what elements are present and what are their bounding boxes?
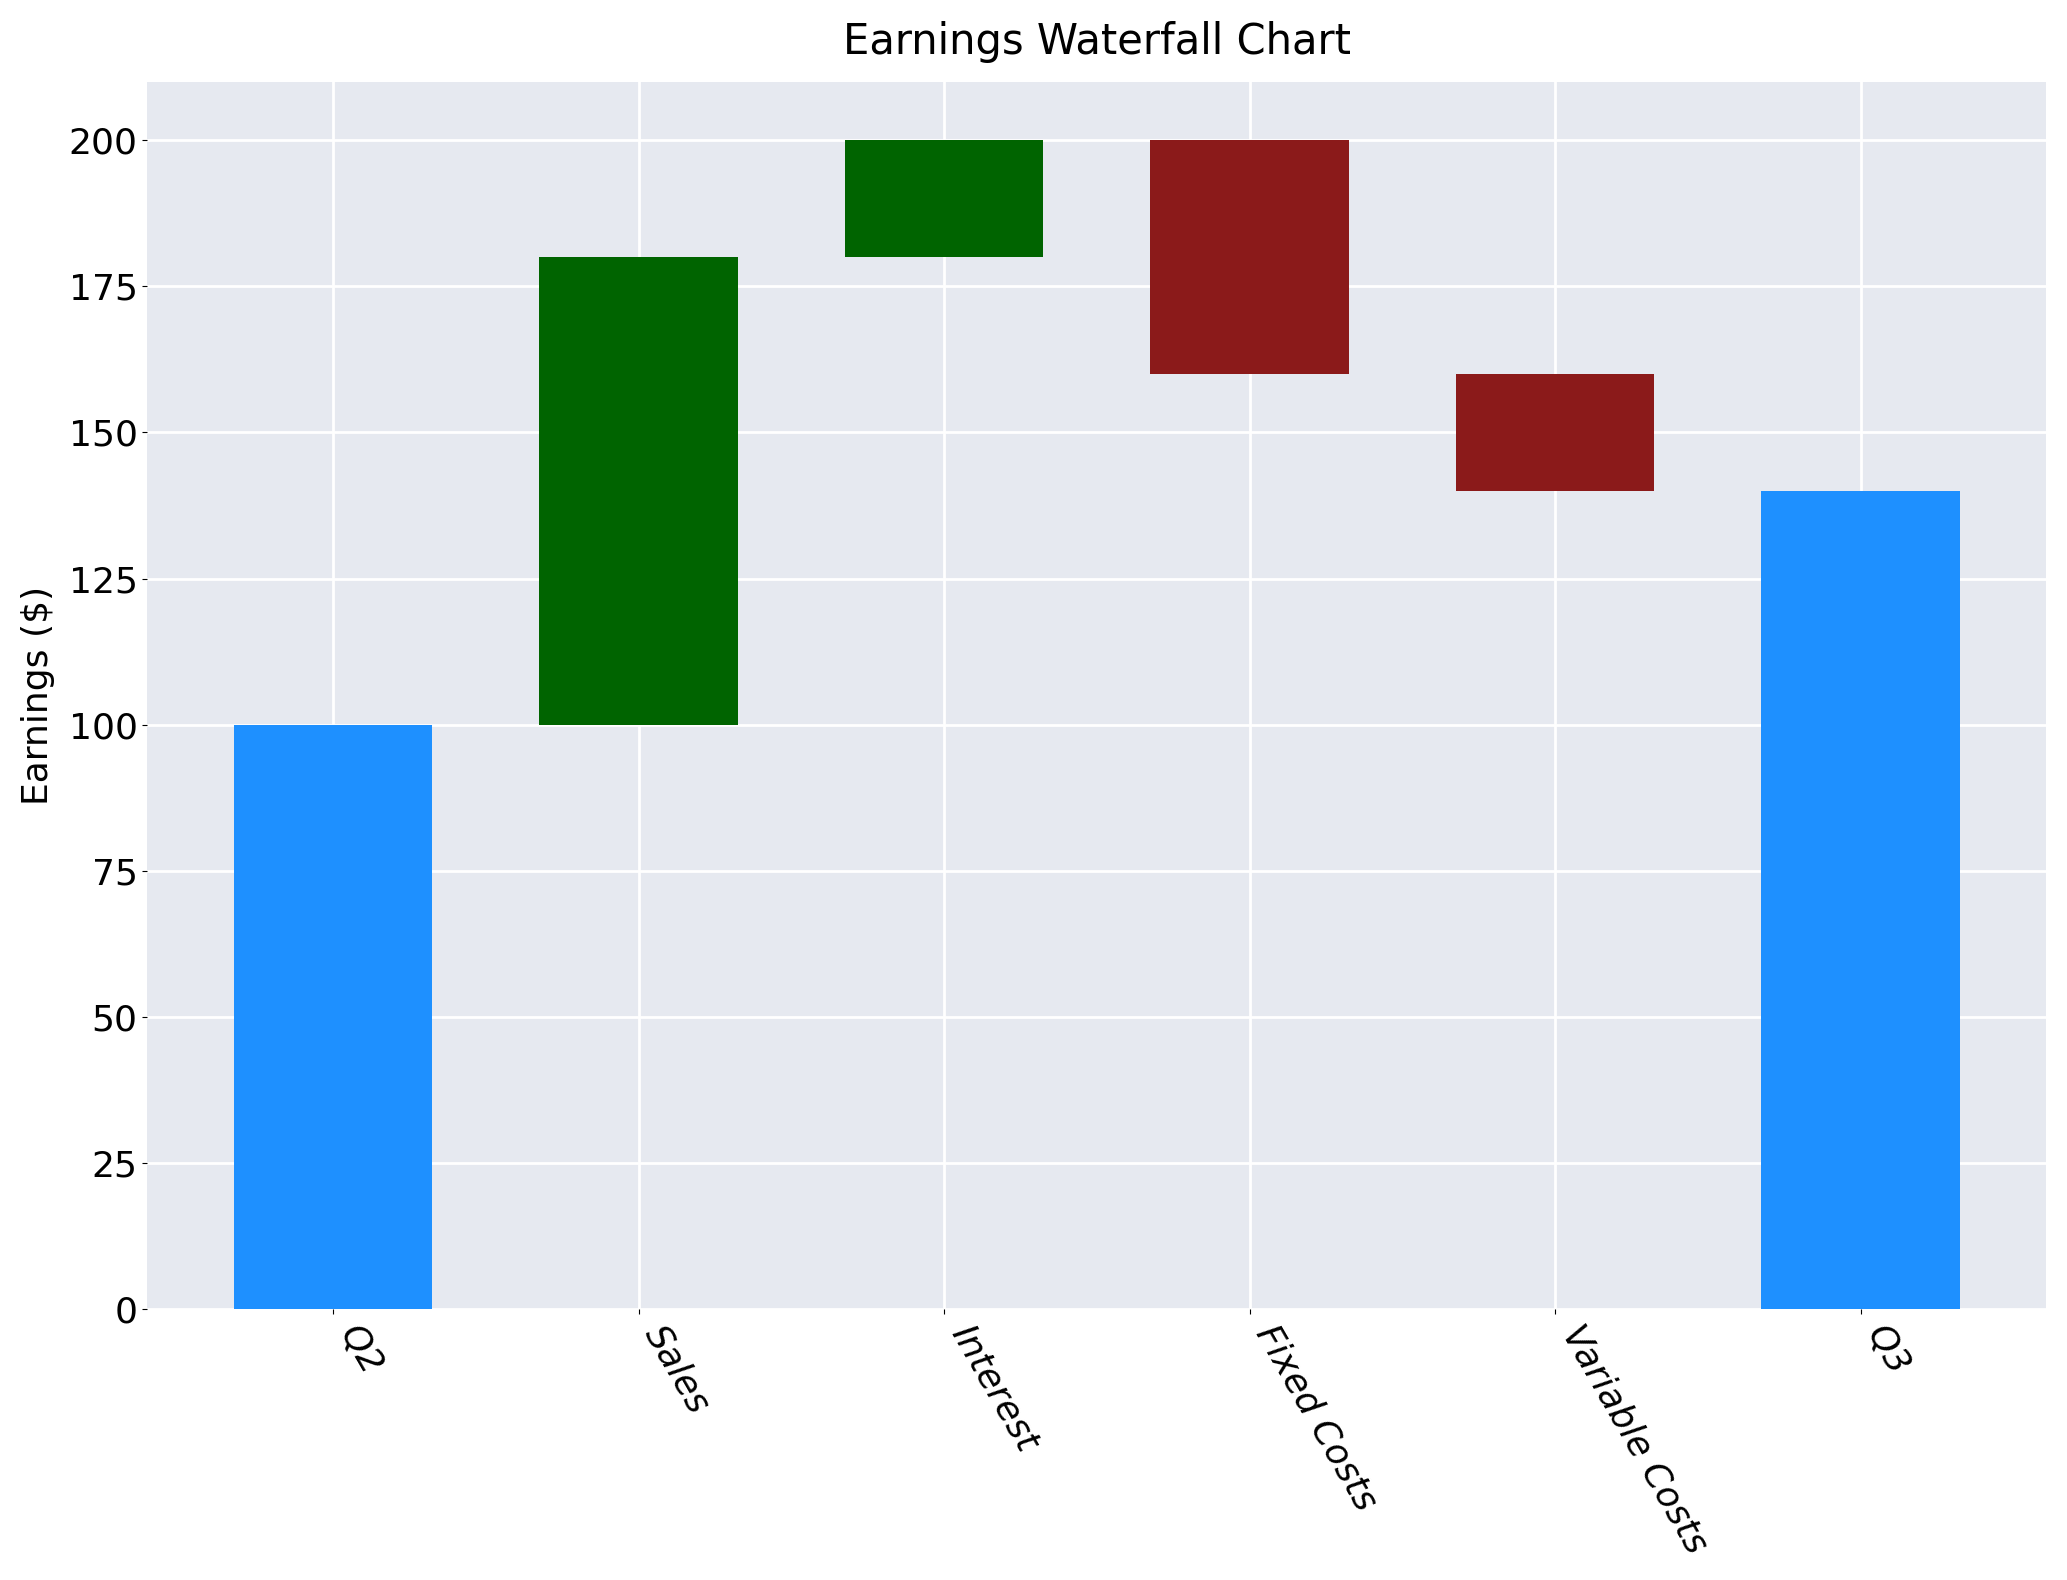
Y-axis label: Earnings ($): Earnings ($) (21, 586, 56, 806)
Bar (1455, 374, 1654, 491)
Bar (234, 725, 432, 1310)
Bar (539, 258, 738, 725)
Title: Earnings Waterfall Chart: Earnings Waterfall Chart (843, 21, 1352, 63)
Bar (1761, 491, 1960, 1310)
Bar (1149, 141, 1350, 374)
Bar (845, 141, 1044, 258)
